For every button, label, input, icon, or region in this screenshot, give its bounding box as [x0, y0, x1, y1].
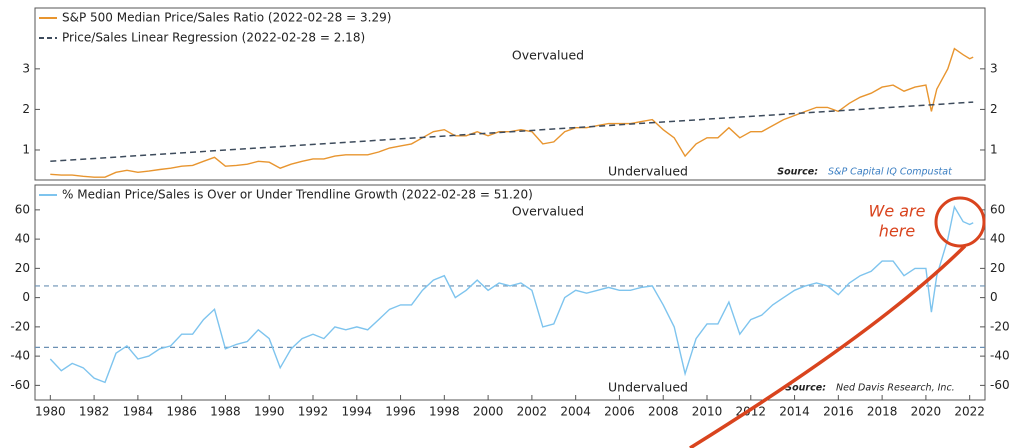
y-tick-label: -20: [10, 319, 30, 333]
top-panel-frame: [34, 7, 986, 181]
x-tick-label: 1992: [298, 405, 329, 419]
callout-arrow: [689, 244, 967, 448]
legend-label: Price/Sales Linear Regression (2022-02-2…: [62, 31, 365, 45]
source-text: S&P Capital IQ Compustat: [828, 167, 953, 178]
y-tick-label: 60: [990, 202, 1005, 216]
y-tick-label: -20: [990, 319, 1010, 333]
x-tick-label: 1996: [385, 405, 416, 419]
y-tick-label: -60: [10, 378, 30, 392]
series-line: [49, 204, 974, 384]
y-tick-label: 60: [15, 202, 30, 216]
source-label: Source:: [777, 167, 818, 178]
series-line: [50, 47, 974, 178]
x-tick-label: 2014: [779, 405, 810, 419]
x-tick-label: 2000: [473, 405, 504, 419]
x-tick-label: 2016: [823, 405, 854, 419]
annotation: Undervalued: [608, 380, 688, 395]
y-tick-label: 2: [990, 102, 998, 116]
x-tick-label: 1986: [166, 405, 197, 419]
y-tick-label: -40: [10, 349, 30, 363]
x-tick-label: 1998: [429, 405, 460, 419]
y-tick-label: 2: [22, 102, 30, 116]
y-tick-label: 0: [22, 290, 30, 304]
source-label: Source:: [785, 383, 826, 394]
x-tick-label: 1988: [210, 405, 241, 419]
y-tick-label: 40: [15, 232, 30, 246]
x-tick-label: 1994: [342, 405, 373, 419]
x-tick-label: 1984: [123, 405, 154, 419]
callout-text: We are: [869, 202, 926, 221]
annotation: Overvalued: [512, 48, 584, 63]
x-tick-label: 2008: [648, 405, 679, 419]
x-tick-label: 1982: [79, 405, 110, 419]
callout-circle: [934, 196, 986, 248]
x-tick-label: 2004: [560, 405, 591, 419]
annotation: Overvalued: [512, 204, 584, 219]
y-tick-label: 3: [22, 61, 30, 75]
legend-label: % Median Price/Sales is Over or Under Tr…: [62, 188, 533, 202]
x-tick-label: 2002: [517, 405, 548, 419]
y-tick-label: 40: [990, 232, 1005, 246]
source-text: Ned Davis Research, Inc.: [836, 383, 955, 394]
y-tick-label: 0: [990, 290, 998, 304]
x-tick-label: 2020: [911, 405, 942, 419]
y-tick-label: 20: [15, 261, 30, 275]
x-tick-label: 1980: [35, 405, 66, 419]
x-tick-label: 2018: [867, 405, 898, 419]
legend-label: S&P 500 Median Price/Sales Ratio (2022-0…: [62, 11, 391, 25]
x-tick-label: 2022: [954, 405, 985, 419]
y-tick-label: 20: [990, 261, 1005, 275]
series-line: [50, 101, 974, 163]
annotation: Undervalued: [608, 164, 688, 179]
callout-text: here: [879, 222, 916, 241]
y-tick-label: -60: [990, 378, 1010, 392]
y-tick-label: 3: [990, 61, 998, 75]
y-tick-label: -40: [990, 349, 1010, 363]
x-tick-label: 2006: [604, 405, 635, 419]
x-tick-label: 2010: [692, 405, 723, 419]
x-tick-label: 1990: [254, 405, 285, 419]
bottom-panel-frame: [34, 184, 986, 401]
y-tick-label: 1: [990, 142, 998, 156]
y-tick-label: 1: [22, 142, 30, 156]
